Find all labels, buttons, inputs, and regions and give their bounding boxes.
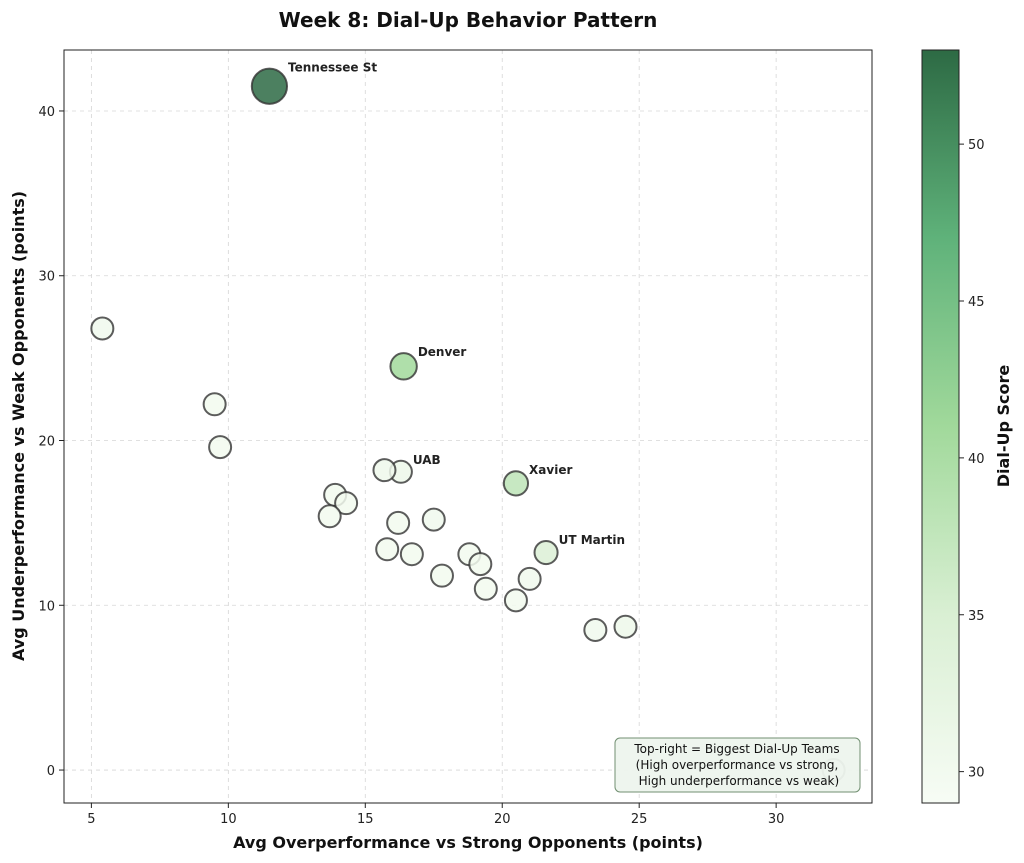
data-point [502,470,530,497]
data-point [250,67,289,105]
data-point [583,617,608,642]
data-point [473,576,498,601]
y-tick-label: 20 [38,435,55,450]
x-axis-label: Avg Overperformance vs Strong Opponents … [233,833,703,852]
data-point [90,316,115,341]
data-point [503,588,528,613]
x-tick-label: 20 [494,812,511,827]
colorbar-gradient [921,49,960,804]
data-point [202,392,227,417]
point-label: Tennessee St [288,61,377,75]
colorbar: 30 35 40 45 50 Dial-Up Score [921,49,1013,804]
axis-ticks: 5 10 15 20 25 30 0 10 20 30 40 [38,105,784,827]
point-label: UT Martin [559,533,625,547]
y-tick-label: 40 [38,105,55,120]
annotation-line-2: (High overperformance vs strong, [636,758,839,772]
data-point [317,504,342,529]
y-tick-label: 30 [38,270,55,285]
colorbar-tick-label: 30 [968,766,985,781]
data-points [90,67,846,783]
annotation-line-1: Top-right = Biggest Dial-Up Teams [633,742,839,756]
data-point [399,542,424,567]
x-tick-label: 25 [631,812,648,827]
data-point [389,352,418,381]
x-tick-label: 15 [357,812,374,827]
data-point [517,566,542,591]
colorbar-label: Dial-Up Score [994,365,1013,488]
colorbar-tick-label: 40 [968,452,985,467]
y-axis-label: Avg Underperformance vs Weak Opponents (… [9,191,28,661]
annotation-line-3: High underperformance vs weak) [635,774,839,788]
chart-title: Week 8: Dial-Up Behavior Pattern [279,8,658,32]
colorbar-tick-label: 50 [968,138,985,153]
point-label: Denver [418,345,467,359]
x-tick-label: 5 [87,812,95,827]
data-point [375,537,400,562]
y-tick-label: 10 [38,599,55,614]
plot-frame [63,49,873,804]
data-point [208,435,233,460]
data-point [334,491,359,516]
point-label: Xavier [529,463,572,477]
annotation-box: Top-right = Biggest Dial-Up Teams (High … [614,737,861,793]
grid [64,50,872,803]
y-tick-label: 0 [47,764,55,779]
x-tick-label: 10 [220,812,237,827]
data-point [386,510,411,535]
data-point [613,614,638,639]
point-label: UAB [413,453,441,467]
colorbar-tick-label: 35 [968,609,985,624]
data-point [468,552,493,577]
point-labels: Tennessee St Denver UAB Xavier UT Martin [288,61,625,547]
annotation-box-background [614,737,861,793]
data-point [421,507,446,532]
x-tick-label: 30 [768,812,785,827]
colorbar-tick-label: 45 [968,295,985,310]
data-point [372,458,397,483]
data-point [533,539,559,566]
data-point [429,563,454,588]
colorbar-ticks: 30 35 40 45 50 [959,138,985,781]
